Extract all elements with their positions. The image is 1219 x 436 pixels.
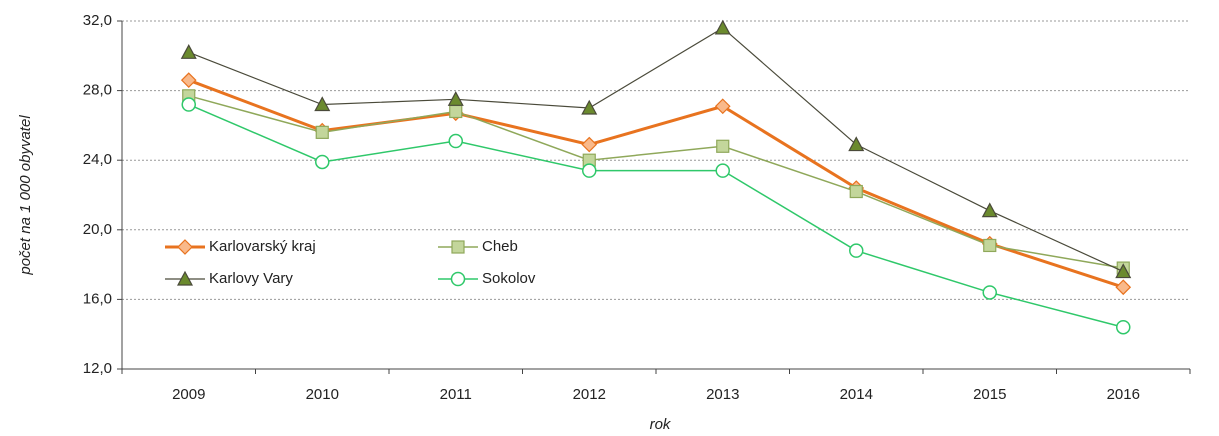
marker [581, 99, 598, 115]
x-tick-label: 2009 [172, 386, 205, 403]
marker [449, 104, 463, 119]
marker [181, 97, 196, 112]
marker [849, 243, 864, 258]
marker [982, 285, 997, 300]
x-tick-label: 2012 [573, 386, 606, 403]
x-tick-label: 2016 [1107, 386, 1140, 403]
series-line [188, 27, 1124, 273]
marker [582, 163, 597, 178]
marker [581, 136, 598, 153]
marker [180, 44, 197, 59]
y-tick-label: 12,0 [83, 360, 112, 377]
marker [714, 98, 731, 115]
marker [983, 238, 997, 253]
legend-label: Karlovarský kraj [209, 238, 316, 255]
y-tick-label: 20,0 [83, 221, 112, 238]
marker [451, 240, 465, 254]
marker [849, 184, 863, 199]
y-tick-label: 24,0 [83, 151, 112, 168]
marker [848, 136, 865, 152]
marker [448, 133, 463, 149]
marker [714, 19, 731, 35]
marker [450, 271, 466, 287]
marker [1115, 279, 1132, 296]
legend-label: Karlovy Vary [209, 270, 293, 287]
marker [716, 139, 730, 153]
marker [981, 202, 998, 218]
legend-label: Sokolov [482, 270, 536, 287]
marker [1116, 319, 1131, 335]
y-tick-label: 28,0 [83, 82, 112, 99]
series-line [188, 103, 1124, 328]
marker [315, 154, 330, 170]
marker [715, 163, 730, 178]
x-tick-label: 2015 [973, 386, 1006, 403]
x-axis-label: rok [650, 416, 672, 433]
marker [177, 239, 193, 255]
y-tick-label: 32,0 [83, 12, 112, 29]
x-tick-label: 2010 [306, 386, 339, 403]
marker [176, 270, 194, 286]
marker [314, 96, 331, 112]
marker [180, 72, 197, 89]
marker [315, 125, 329, 139]
legend-label: Cheb [482, 238, 518, 255]
marker [1115, 263, 1132, 279]
y-tick-label: 16,0 [83, 290, 112, 307]
x-tick-label: 2013 [706, 386, 739, 403]
series-line [188, 78, 1124, 289]
series-line [188, 95, 1124, 269]
x-tick-label: 2011 [440, 386, 472, 403]
x-tick-label: 2014 [840, 386, 873, 403]
marker [447, 91, 464, 106]
y-axis-label: počet na 1 000 obyvatel [17, 115, 34, 276]
